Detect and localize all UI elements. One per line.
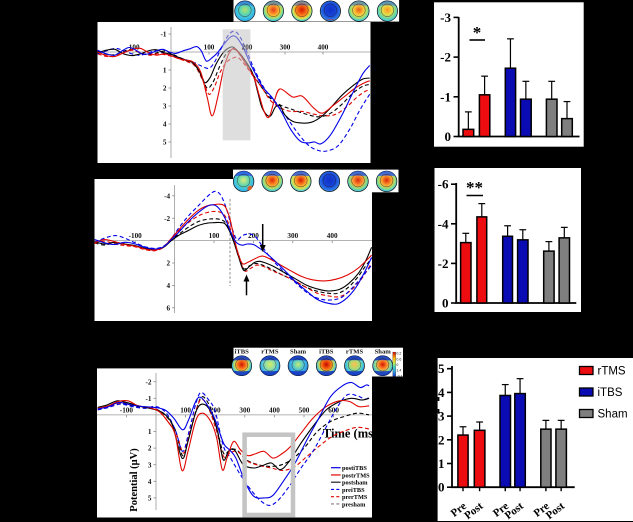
svg-text:-100: -100: [129, 232, 143, 240]
svg-text:3: 3: [148, 461, 152, 469]
svg-text:2: 2: [167, 260, 171, 268]
svg-text:-2: -2: [146, 378, 152, 386]
svg-text:0.6: 0.6: [396, 357, 401, 361]
svg-text:4: 4: [167, 282, 171, 290]
svg-text:200: 200: [248, 232, 259, 240]
svg-text:5: 5: [148, 495, 152, 503]
svg-text:-2: -2: [440, 50, 451, 65]
svg-text:100: 100: [180, 406, 191, 414]
svg-text:3: 3: [438, 409, 445, 424]
svg-text:Sham: Sham: [598, 409, 628, 421]
svg-text:-1: -1: [146, 395, 152, 403]
svg-text:2: 2: [163, 85, 167, 93]
svg-text:0: 0: [396, 363, 398, 367]
svg-text:4: 4: [163, 121, 167, 129]
svg-text:2: 2: [438, 432, 445, 447]
svg-text:iTBS: iTBS: [319, 348, 334, 355]
svg-text:*: *: [473, 23, 482, 42]
svg-text:preiTBS: preiTBS: [342, 487, 365, 494]
svg-text:0: 0: [438, 480, 445, 495]
svg-text:0: 0: [445, 129, 452, 144]
svg-text:300: 300: [239, 406, 250, 414]
svg-text:5: 5: [438, 361, 445, 376]
svg-text:postiTBS: postiTBS: [342, 465, 367, 472]
svg-text:400: 400: [327, 232, 338, 240]
svg-text:-100: -100: [120, 406, 134, 414]
svg-text:2: 2: [148, 445, 152, 453]
svg-text:prerTMS: prerTMS: [342, 494, 368, 501]
svg-text:400: 400: [269, 406, 280, 414]
svg-text:100: 100: [204, 44, 215, 52]
svg-text:Potential (μV): Potential (μV): [129, 448, 140, 512]
svg-text:Sham: Sham: [290, 348, 307, 355]
svg-text:-1: -1: [161, 31, 167, 39]
svg-text:Sham: Sham: [375, 348, 392, 355]
svg-text:4: 4: [148, 478, 152, 486]
svg-text:rTMS: rTMS: [261, 348, 279, 355]
svg-text:iTBS: iTBS: [598, 387, 623, 399]
svg-text:1: 1: [438, 456, 445, 471]
svg-text:300: 300: [280, 44, 291, 52]
svg-text:400: 400: [318, 44, 329, 52]
svg-text:1.4: 1.4: [396, 369, 401, 373]
svg-text:100: 100: [209, 232, 220, 240]
svg-text:0: 0: [442, 296, 449, 311]
svg-text:4: 4: [438, 385, 445, 400]
svg-text:Time (ms): Time (ms): [323, 427, 377, 441]
svg-text:5: 5: [163, 139, 167, 147]
svg-text:postrTMS: postrTMS: [342, 472, 370, 479]
svg-text:-4: -4: [164, 192, 170, 200]
svg-text:rTMS: rTMS: [598, 366, 626, 378]
svg-text:iTBS: iTBS: [235, 348, 250, 355]
svg-text:1: 1: [148, 428, 152, 436]
svg-text:200: 200: [210, 406, 221, 414]
svg-text:600: 600: [328, 406, 339, 414]
svg-text:1: 1: [163, 67, 167, 75]
svg-text:**: **: [466, 178, 483, 197]
svg-text:-2: -2: [164, 215, 170, 223]
svg-text:-4: -4: [438, 216, 449, 231]
svg-text:presham: presham: [342, 501, 366, 508]
svg-text:300: 300: [287, 232, 298, 240]
svg-text:3: 3: [163, 103, 167, 111]
svg-text:200: 200: [242, 44, 253, 52]
svg-text:6: 6: [167, 304, 171, 312]
svg-text:0.2: 0.2: [396, 352, 401, 356]
svg-text:rTMS: rTMS: [346, 348, 364, 355]
svg-text:-0.1: -0.1: [396, 374, 402, 378]
svg-text:-100: -100: [126, 44, 140, 52]
svg-text:-2: -2: [438, 256, 449, 271]
svg-text:-3: -3: [440, 10, 451, 25]
svg-text:500: 500: [299, 406, 310, 414]
svg-text:-6: -6: [438, 177, 449, 192]
svg-text:postsham: postsham: [342, 480, 368, 487]
svg-text:-1: -1: [440, 89, 451, 104]
